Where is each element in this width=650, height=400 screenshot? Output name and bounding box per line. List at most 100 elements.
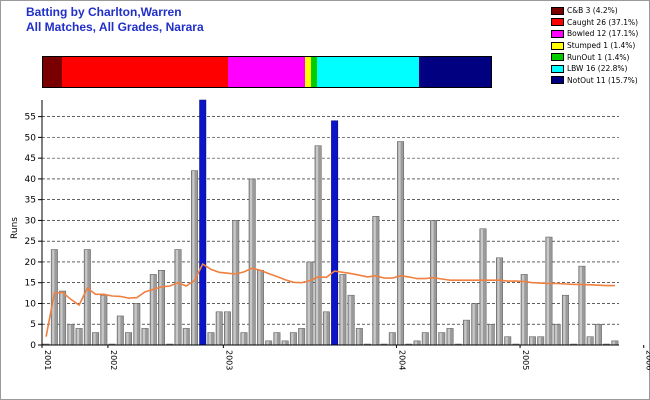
y-tick-label: 45 (25, 154, 36, 164)
y-tick-label: 40 (25, 175, 37, 185)
innings-bar-highlight (291, 333, 294, 345)
innings-bar-highlight (315, 146, 319, 345)
y-tick-label: 30 (25, 216, 37, 226)
innings-bar-highlight (126, 333, 129, 345)
innings-bar-highlight (447, 328, 451, 345)
legend-item-stumped: Stumped 1 (1.4%) (551, 40, 646, 52)
legend-swatch (551, 6, 564, 15)
innings-bar-highlight (85, 249, 88, 345)
grid-layer (42, 116, 619, 325)
legend-label: RunOut 1 (1.4%) (567, 52, 630, 62)
dismissal-segment-cb (43, 57, 62, 87)
y-tick-label: 10 (25, 299, 37, 309)
innings-bar-highlight (142, 328, 146, 345)
legend: C&B 3 (4.2%) Caught 26 (37.1%) Bowled 12… (551, 5, 646, 86)
y-tick-label: 5 (30, 320, 36, 330)
innings-bar-highlight (184, 328, 187, 345)
innings-bar-highlight (134, 303, 137, 345)
dismissal-segment-notout (419, 57, 491, 87)
y-tick-label: 50 (25, 133, 37, 143)
y-tick-label: 55 (25, 113, 36, 123)
dismissal-segment-caught (61, 57, 229, 87)
legend-label: Bowled 12 (17.1%) (567, 29, 639, 39)
innings-bar-highlight (175, 249, 179, 345)
innings-bar-highlight (151, 274, 154, 345)
legend-swatch (551, 41, 564, 50)
y-tick-label: 35 (25, 196, 36, 206)
legend-label: Caught 26 (37.1%) (567, 17, 639, 27)
innings-bar-highlight (225, 312, 228, 345)
dismissal-segment-lbw (317, 57, 420, 87)
y-tick-label: 20 (25, 258, 37, 268)
innings-bar-not-out (199, 99, 207, 346)
y-tick-label: 0 (30, 341, 36, 351)
dismissal-breakdown-bar (42, 56, 492, 88)
innings-bar-highlight (398, 142, 401, 345)
legend-item-runout: RunOut 1 (1.4%) (551, 51, 646, 63)
innings-bar-highlight (76, 328, 80, 345)
legend-item-lbw: LBW 16 (22.8%) (551, 63, 646, 75)
x-tick-label: 2004 (397, 350, 406, 370)
innings-bar-highlight (587, 337, 591, 345)
innings-bar-highlight (596, 324, 599, 345)
x-tick-label: 2005 (521, 350, 530, 370)
bars-layer (42, 99, 619, 346)
dismissal-segment-stumped (304, 57, 311, 87)
legend-label: LBW 16 (22.8%) (567, 64, 628, 74)
innings-bar-highlight (505, 337, 508, 345)
innings-bar-highlight (93, 333, 96, 345)
x-tick-label: 2006 (645, 350, 650, 370)
innings-bar-highlight (563, 295, 566, 345)
legend-item-bowled: Bowled 12 (17.1%) (551, 28, 646, 40)
innings-bar-highlight (431, 220, 434, 345)
dismissal-segment-runout (310, 57, 318, 87)
y-tick-label: 15 (25, 279, 36, 289)
innings-bar-highlight (554, 324, 558, 345)
innings-bar-highlight (423, 333, 426, 345)
innings-bar-highlight (217, 312, 220, 345)
innings-bar-not-out (331, 120, 339, 346)
innings-bar-highlight (101, 295, 104, 345)
legend-label: C&B 3 (4.2%) (567, 6, 618, 16)
innings-bar-highlight (612, 341, 615, 345)
chart-subtitle: All Matches, All Grades, Narara (26, 20, 204, 34)
legend-swatch (551, 76, 564, 85)
innings-bar-highlight (159, 270, 162, 345)
legend-item-notout: NotOut 11 (15.7%) (551, 75, 646, 87)
innings-bar-highlight (340, 274, 343, 345)
innings-bar-highlight (233, 220, 236, 345)
innings-bar-highlight (530, 337, 533, 345)
legend-label: NotOut 11 (15.7%) (567, 75, 638, 85)
innings-bar-highlight (390, 333, 393, 345)
x-tick-label: 2001 (43, 350, 52, 370)
innings-bar-highlight (192, 171, 195, 345)
innings-bar-highlight (489, 324, 492, 345)
innings-bar-highlight (521, 274, 525, 345)
innings-bar-highlight (118, 316, 121, 345)
innings-bar-highlight (373, 216, 376, 345)
legend-label: Stumped 1 (1.4%) (567, 41, 636, 51)
innings-bar-highlight (241, 333, 244, 345)
innings-bar-highlight (439, 333, 442, 345)
innings-bar-highlight (282, 341, 286, 345)
chart-title: Batting by Charlton,Warren (26, 5, 182, 19)
innings-bar-highlight (258, 270, 261, 345)
dismissal-segment-bowled (228, 57, 305, 87)
innings-bar-highlight (357, 328, 360, 345)
legend-swatch (551, 64, 564, 73)
innings-bar-highlight (472, 303, 475, 345)
innings-bar-highlight (497, 258, 500, 345)
innings-bar-highlight (249, 179, 253, 345)
innings-bar-highlight (579, 266, 582, 345)
innings-bar-highlight (208, 333, 212, 345)
y-tick-label: 25 (25, 237, 36, 247)
innings-bar-highlight (480, 229, 484, 345)
axis-layer: 0 5 10 15 20 25 30 35 40 45 50 55 2001 2002 2003 2004 20… (25, 100, 650, 370)
average-line-layer (45, 262, 615, 337)
innings-bar-highlight (60, 291, 63, 345)
y-axis-label: Runs (10, 217, 20, 239)
running-average-line (45, 262, 615, 337)
innings-bar-highlight (299, 328, 302, 345)
legend-item-caught: Caught 26 (37.1%) (551, 17, 646, 29)
